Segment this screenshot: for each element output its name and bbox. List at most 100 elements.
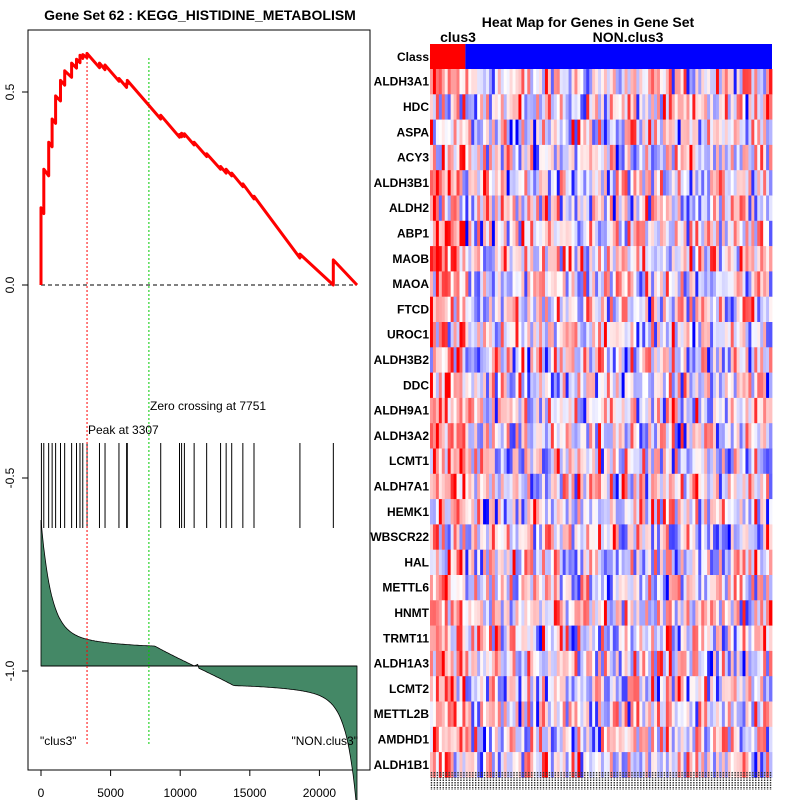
- heatmap-cell: [651, 575, 655, 601]
- heatmap-cell: [435, 499, 440, 525]
- heatmap-cell: [530, 69, 534, 95]
- heatmap-cell: [695, 575, 699, 601]
- heatmap-cell: [668, 271, 673, 297]
- heatmap-cell: [627, 271, 631, 297]
- heatmap-cell: [486, 726, 490, 753]
- heatmap-cell: [721, 94, 726, 120]
- heatmap-cell: [547, 701, 552, 728]
- heatmap-cell: [724, 650, 729, 677]
- heatmap-cell: [624, 650, 628, 677]
- heatmap-cell: [665, 144, 670, 171]
- heatmap-cell: [680, 347, 684, 373]
- heatmap-cell: [553, 701, 558, 728]
- heatmap-cell: [742, 144, 746, 171]
- heatmap-cell: [444, 701, 449, 728]
- heatmap-cell: [444, 144, 449, 171]
- heatmap-cell: [612, 220, 617, 247]
- heatmap-cell: [606, 246, 611, 272]
- heatmap-cell: [497, 119, 502, 146]
- heatmap-cell: [447, 499, 452, 525]
- heatmap-cell: [698, 94, 702, 120]
- heatmap-cell: [618, 524, 623, 550]
- heatmap-cell: [745, 600, 749, 626]
- heatmap-cell: [633, 575, 637, 601]
- heatmap-cell: [509, 347, 513, 373]
- heatmap-cell: [565, 524, 569, 550]
- heatmap-cell: [539, 549, 543, 576]
- heatmap-cell: [539, 271, 543, 297]
- heatmap-cell: [648, 195, 652, 222]
- heatmap-cell: [453, 347, 457, 373]
- heatmap-cell: [769, 448, 773, 475]
- heatmap-cell: [521, 195, 525, 222]
- heatmap-cell: [606, 170, 611, 196]
- heatmap-cell: [710, 94, 714, 120]
- heatmap-cell: [739, 220, 743, 247]
- heatmap-cell: [430, 271, 434, 297]
- heatmap-cell: [686, 676, 690, 702]
- heatmap-cell: [651, 246, 655, 272]
- heatmap-cell: [435, 94, 440, 120]
- heatmap-cell: [713, 423, 717, 449]
- heatmap-cell: [730, 701, 735, 728]
- heatmap-cell: [480, 752, 484, 778]
- heatmap-cell: [491, 195, 496, 222]
- heatmap-cell: [642, 372, 646, 399]
- heatmap-cell: [739, 271, 743, 297]
- heatmap-cell: [468, 144, 472, 171]
- ranked-metric-area: [40, 519, 358, 805]
- heatmap-cell: [524, 676, 528, 702]
- heatmap-cell: [465, 499, 469, 525]
- heatmap-cell: [480, 347, 484, 373]
- heatmap-cell: [539, 220, 543, 247]
- heatmap-cell: [769, 676, 773, 702]
- heatmap-cell: [689, 397, 693, 424]
- heatmap-cell: [609, 271, 614, 297]
- heatmap-cell: [450, 726, 454, 753]
- heatmap-cell: [601, 296, 605, 323]
- heatmap-cell: [698, 625, 702, 652]
- heatmap-cell: [751, 144, 755, 171]
- heatmap-cell: [713, 752, 717, 778]
- heatmap-cell: [686, 144, 690, 171]
- heatmap-cell: [530, 625, 534, 652]
- heatmap-cell: [642, 271, 646, 297]
- heatmap-cell: [621, 372, 625, 399]
- heatmap-cell: [704, 423, 708, 449]
- heatmap-cell: [707, 600, 711, 626]
- heatmap-cell: [527, 524, 531, 550]
- heatmap-cell: [760, 372, 764, 399]
- heatmap-cell: [603, 170, 608, 196]
- heatmap-cell: [539, 600, 543, 626]
- heatmap-cell: [606, 296, 611, 323]
- heatmap-cell: [518, 347, 522, 373]
- heatmap-cell: [456, 448, 460, 475]
- heatmap-cell: [648, 271, 652, 297]
- heatmap-cell: [662, 600, 667, 626]
- heatmap-cell: [435, 397, 440, 424]
- heatmap-cell: [698, 423, 702, 449]
- heatmap-cell: [609, 296, 614, 323]
- heatmap-cell: [565, 271, 569, 297]
- heatmap-cell: [488, 499, 493, 525]
- heatmap-cell: [606, 650, 611, 677]
- heatmap-cell: [562, 170, 567, 196]
- heatmap-cell: [491, 575, 496, 601]
- heatmap-cell: [497, 372, 502, 399]
- heatmap-cell: [645, 752, 649, 778]
- heatmap-cell: [659, 296, 664, 323]
- heatmap-cell: [494, 296, 499, 323]
- heatmap-cell: [450, 625, 454, 652]
- heatmap-cell: [568, 246, 572, 272]
- heatmap-cell: [636, 347, 640, 373]
- heatmap-cell: [468, 423, 472, 449]
- heatmap-cell: [574, 322, 578, 348]
- heatmap-cell: [456, 69, 460, 95]
- heatmap-cell: [483, 600, 487, 626]
- heatmap-cell: [583, 170, 587, 196]
- heatmap-cell: [707, 524, 711, 550]
- heatmap-cell: [724, 144, 729, 171]
- heatmap-cell: [657, 94, 661, 120]
- heatmap-cell: [444, 448, 449, 475]
- heatmap-cell: [636, 372, 640, 399]
